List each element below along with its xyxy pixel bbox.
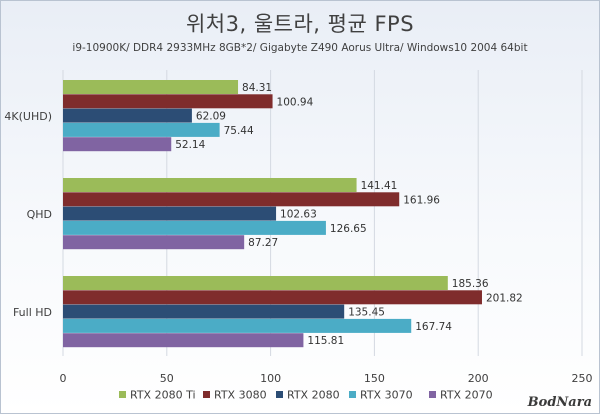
- data-label: 201.82: [486, 292, 523, 304]
- legend-swatch: [119, 391, 126, 398]
- x-tick-label: 50: [160, 372, 174, 385]
- category-label: QHD: [27, 208, 52, 221]
- x-tick-label: 100: [260, 372, 281, 385]
- data-label: 102.63: [280, 209, 317, 221]
- chart-title: 위처3, 울트라, 평균 FPS: [185, 12, 415, 36]
- category-label: Full HD: [13, 306, 52, 319]
- legend-entry: RTX 3070: [360, 389, 413, 402]
- legend-entry: RTX 2080 Ti: [130, 389, 196, 402]
- data-label: 161.96: [403, 194, 440, 206]
- data-label: 167.74: [415, 321, 452, 333]
- category-labels: 4K(UHD) QHD Full HD: [4, 110, 52, 319]
- bar: [63, 192, 400, 207]
- data-label: 62.09: [196, 111, 226, 123]
- bar: [63, 235, 245, 250]
- data-label: 141.41: [361, 180, 398, 192]
- data-label: 126.65: [330, 223, 367, 235]
- legend-swatch: [349, 391, 356, 398]
- legend-entry: RTX 2080: [287, 389, 340, 402]
- legend-swatch: [203, 391, 210, 398]
- bar: [63, 206, 277, 221]
- bodnara-logo: BodNara: [527, 395, 592, 410]
- legend-swatch: [276, 391, 283, 398]
- x-tick-label: 250: [572, 372, 593, 385]
- bar: [63, 220, 326, 235]
- x-tick-label: 200: [468, 372, 489, 385]
- legend: RTX 2080 Ti RTX 3080 RTX 2080 RTX 3070 RTX 2…: [119, 389, 493, 402]
- x-tick-label: 0: [60, 372, 67, 385]
- data-label: 135.45: [348, 307, 385, 319]
- legend-entry: RTX 3080: [214, 389, 267, 402]
- data-label: 115.81: [307, 335, 344, 347]
- bar: [63, 94, 273, 109]
- data-label: 87.27: [248, 237, 278, 249]
- bar: [63, 318, 412, 333]
- data-label: 100.94: [277, 96, 314, 108]
- bar: [63, 178, 357, 192]
- bar: [63, 304, 345, 319]
- bar: [63, 276, 448, 290]
- bar: [63, 108, 192, 123]
- bar: [63, 333, 304, 348]
- legend-entry: RTX 2070: [440, 389, 493, 402]
- bars: [63, 80, 482, 348]
- data-label: 52.14: [175, 139, 205, 151]
- data-label: 84.31: [242, 82, 272, 94]
- x-tick-labels: 0 50 100 150 200 250: [60, 372, 593, 385]
- bar: [63, 137, 172, 152]
- chart-subtitle: i9-10900K/ DDR4 2933MHz 8GB*2/ Gigabyte …: [72, 42, 528, 54]
- category-label: 4K(UHD): [4, 110, 52, 123]
- x-tick-label: 150: [364, 372, 385, 385]
- legend-swatch: [429, 391, 436, 398]
- data-labels: 84.31 100.94 62.09 75.44 52.14 141.41 161.96 10…: [175, 82, 522, 347]
- bar: [63, 290, 482, 305]
- bar: [63, 80, 239, 94]
- bar: [63, 122, 220, 137]
- data-label: 75.44: [224, 125, 254, 137]
- data-label: 185.36: [452, 278, 489, 290]
